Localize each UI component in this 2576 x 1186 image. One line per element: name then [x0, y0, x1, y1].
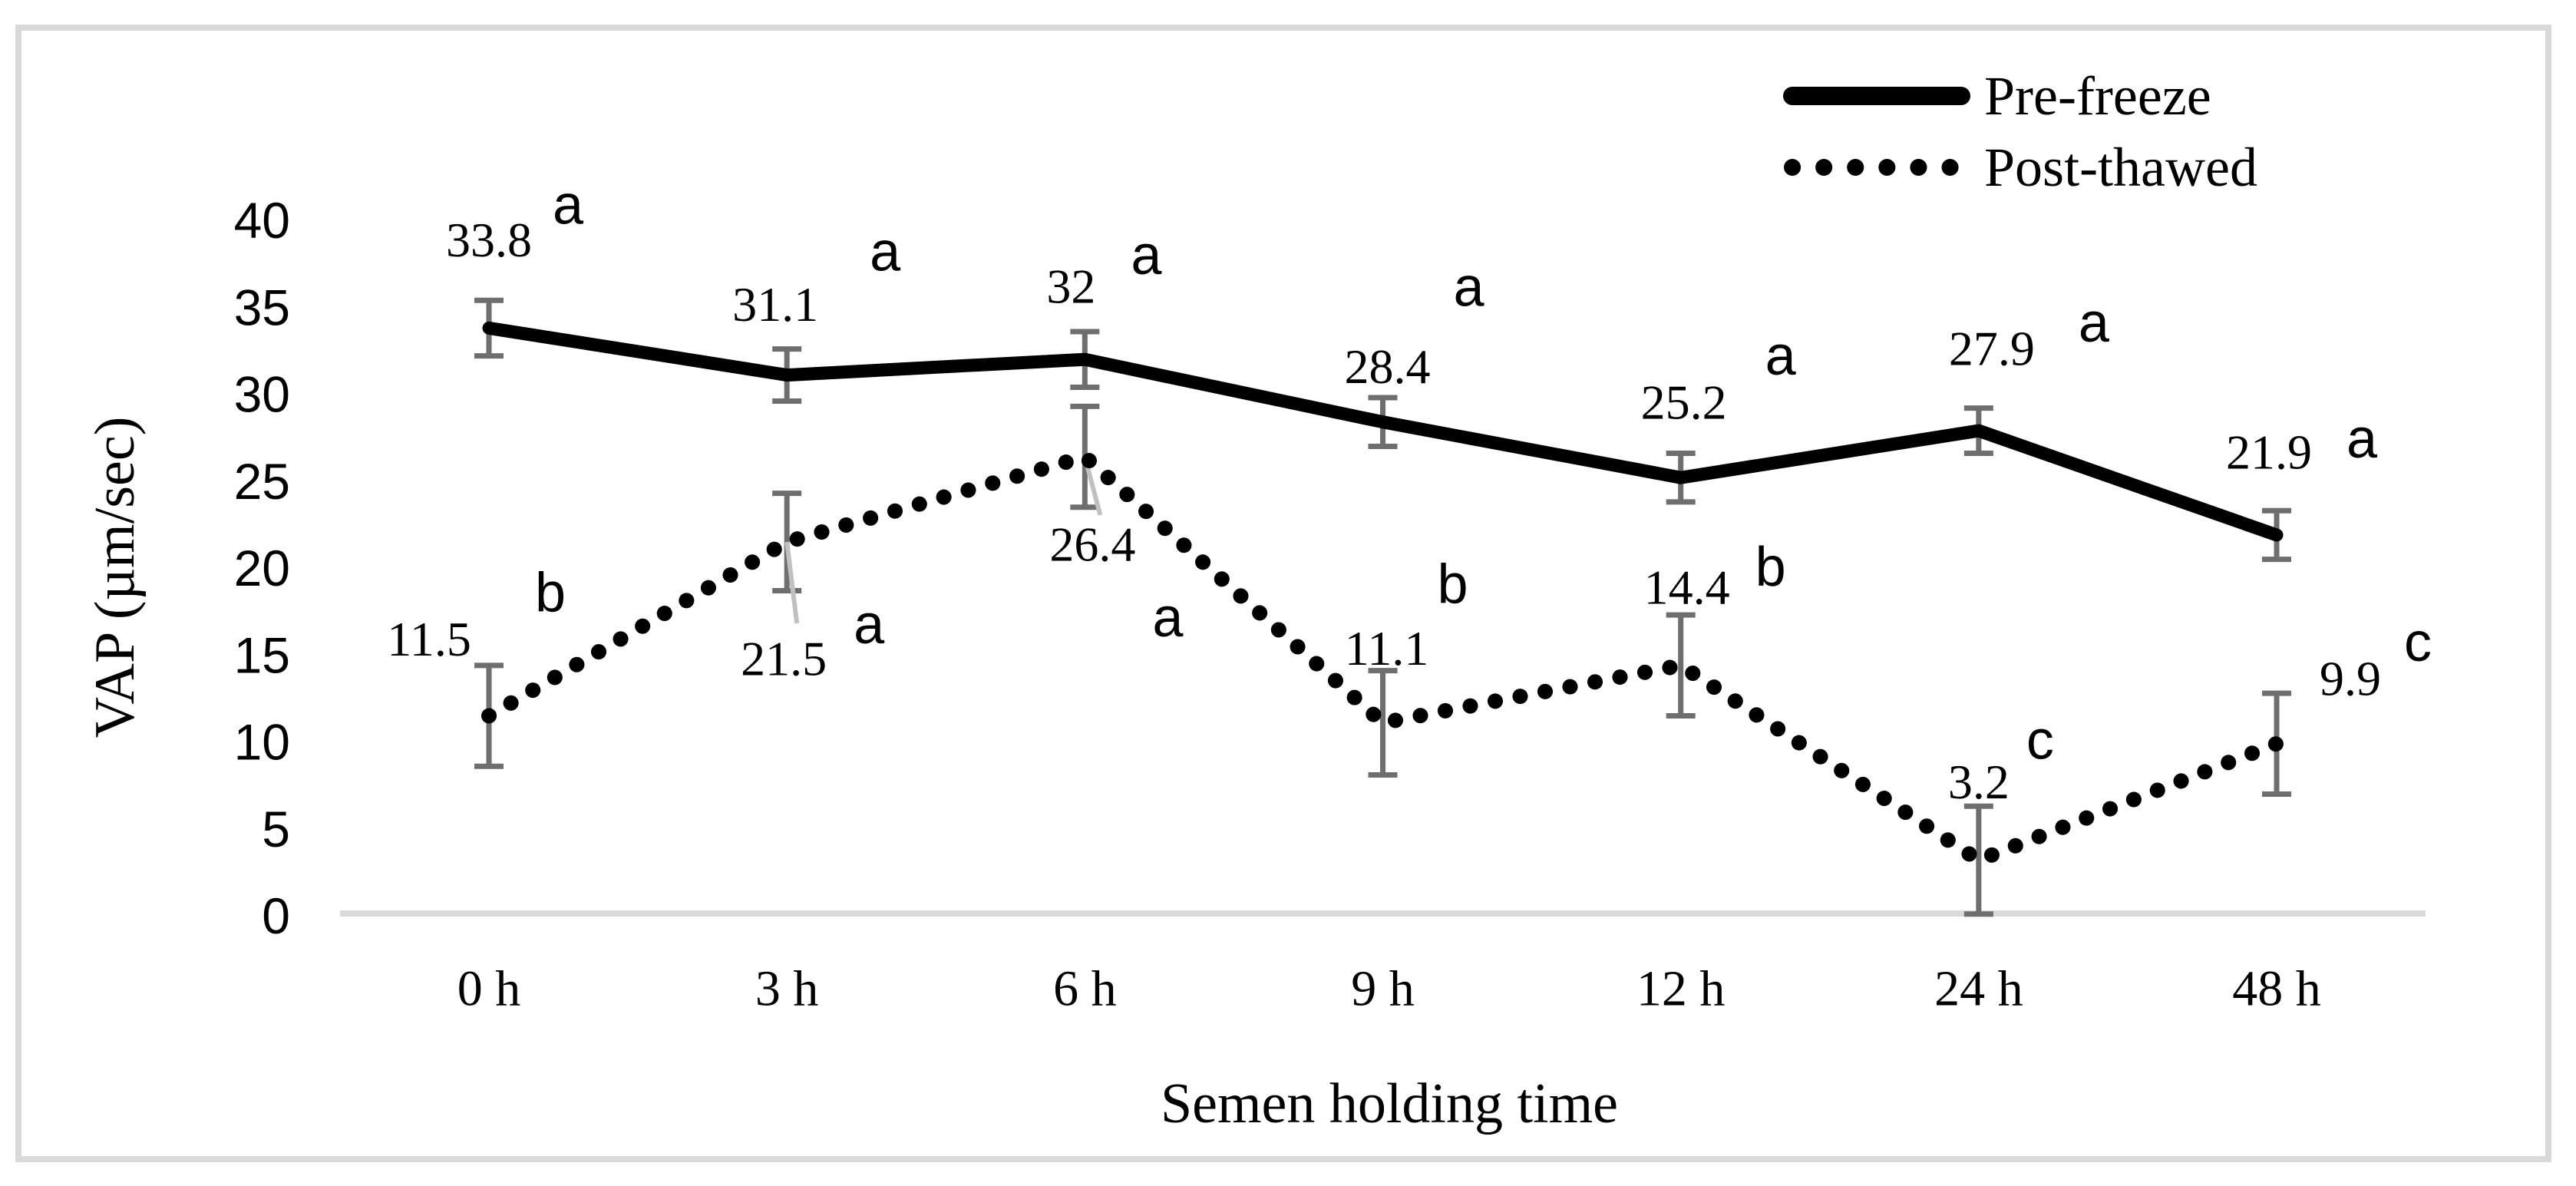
data-label: 21.5: [741, 632, 827, 686]
significance-letter: a: [1765, 325, 1797, 387]
significance-letter: a: [854, 594, 885, 656]
data-label: 33.8: [446, 213, 532, 267]
error-bar: [1368, 668, 1398, 778]
x-tick-label: 12 h: [1636, 961, 1726, 1017]
y-tick-label: 20: [234, 540, 290, 596]
y-tick-label: 30: [234, 366, 290, 423]
y-tick-label: 25: [234, 453, 290, 510]
y-tick-label: 10: [234, 714, 290, 771]
data-label: 27.9: [1949, 322, 2035, 376]
label-leader-line: [784, 541, 800, 624]
error-bar: [1963, 803, 1993, 917]
significance-letter: a: [2079, 292, 2110, 354]
legend: Pre-freeze Post-thawed: [1783, 65, 2257, 198]
pre-freeze-line: [482, 321, 2284, 542]
y-axis: 0 5 10 15 20 25 30 35 40: [234, 192, 290, 944]
y-tick-label: 40: [234, 192, 290, 249]
error-bar: [1666, 612, 1696, 719]
significance-letter: b: [535, 563, 566, 624]
figure-border: [15, 25, 2551, 1162]
significance-letter: a: [2346, 408, 2378, 470]
y-tick-label: 5: [262, 801, 290, 857]
data-label: 31.1: [732, 277, 818, 332]
significance-letter: c: [2026, 710, 2054, 771]
y-tick-label: 0: [262, 887, 290, 944]
x-tick-label: 48 h: [2232, 961, 2321, 1017]
data-label: 3.2: [1948, 755, 2010, 809]
data-label: 28.4: [1345, 339, 1431, 394]
legend-item-post-thawed: Post-thawed: [1784, 137, 2257, 198]
significance-letter: a: [1152, 587, 1184, 649]
y-tick-label: 35: [234, 279, 290, 335]
x-tick-label: 6 h: [1053, 961, 1117, 1017]
legend-label: Post-thawed: [1984, 137, 2257, 198]
significance-letter: a: [553, 174, 584, 236]
legend-label: Pre-freeze: [1984, 65, 2211, 127]
x-tick-label: 3 h: [755, 961, 819, 1017]
x-axis-title: Semen holding time: [1161, 1072, 1618, 1135]
legend-item-pre-freeze: Pre-freeze: [1783, 65, 2211, 127]
y-axis-title: VAP (µm/sec): [84, 417, 147, 738]
x-tick-label: 24 h: [1934, 961, 2023, 1017]
data-label: 26.4: [1049, 517, 1135, 572]
significance-letter: a: [870, 222, 901, 283]
x-axis: 0 h 3 h 6 h 9 h 12 h 24 h 48 h: [457, 961, 2321, 1017]
significance-letter: c: [2404, 612, 2432, 673]
data-label: 25.2: [1641, 375, 1727, 430]
significance-letter: b: [1437, 554, 1468, 616]
data-label: 11.1: [1345, 621, 1429, 676]
series-pre-freeze: 33.8 a 31.1 a 32 a 28.4 a 25.2 a 27.9 a 21.9 a: [446, 174, 2378, 563]
data-label: 32: [1046, 259, 1095, 314]
data-label: 9.9: [2320, 651, 2381, 705]
x-tick-label: 9 h: [1351, 961, 1415, 1017]
significance-letter: a: [1131, 225, 1162, 286]
data-label: 11.5: [387, 612, 471, 666]
significance-letter: b: [1755, 537, 1786, 598]
data-label: 14.4: [1644, 560, 1730, 614]
data-label: 21.9: [2226, 425, 2312, 479]
significance-letter: a: [1453, 257, 1485, 319]
x-tick-label: 0 h: [457, 961, 521, 1017]
y-tick-label: 15: [234, 626, 290, 683]
